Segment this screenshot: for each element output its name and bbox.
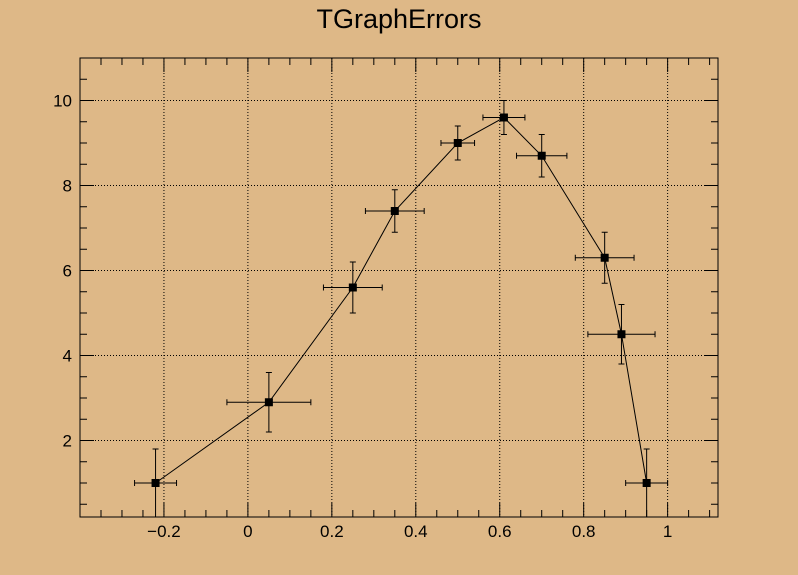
axes: −0.2 0 0.2 0.4 0.6 0.8 1 2 4 6 8 10 xyxy=(53,57,718,541)
x-tick-label: 0.6 xyxy=(488,522,512,541)
grid xyxy=(80,58,718,517)
y-tick-label: 10 xyxy=(53,92,72,111)
y-tick-label: 4 xyxy=(63,347,72,366)
x-tick-label: 0 xyxy=(243,522,252,541)
data-point xyxy=(642,479,651,487)
y-tick-label: 8 xyxy=(63,177,72,196)
y-tick-label: 6 xyxy=(63,262,72,281)
data-point xyxy=(499,113,508,122)
series-layer xyxy=(134,100,669,518)
chart-title: TGraphErrors xyxy=(316,4,481,34)
x-tick-label: 1 xyxy=(663,522,672,541)
data-point xyxy=(348,283,357,292)
x-tick-label: 0.2 xyxy=(320,522,344,541)
data-point xyxy=(264,398,273,407)
data-point xyxy=(151,479,160,487)
series-line xyxy=(155,116,648,484)
data-point xyxy=(390,207,399,215)
x-tick-label: 0.4 xyxy=(404,522,428,541)
x-tick-label: 0.8 xyxy=(572,522,596,541)
plot-frame xyxy=(79,57,719,518)
data-point xyxy=(617,330,626,339)
data-point xyxy=(537,151,546,160)
x-tick-label: −0.2 xyxy=(147,522,181,541)
y-tick-label: 2 xyxy=(63,432,72,451)
data-point xyxy=(453,139,462,147)
data-point xyxy=(600,253,609,262)
